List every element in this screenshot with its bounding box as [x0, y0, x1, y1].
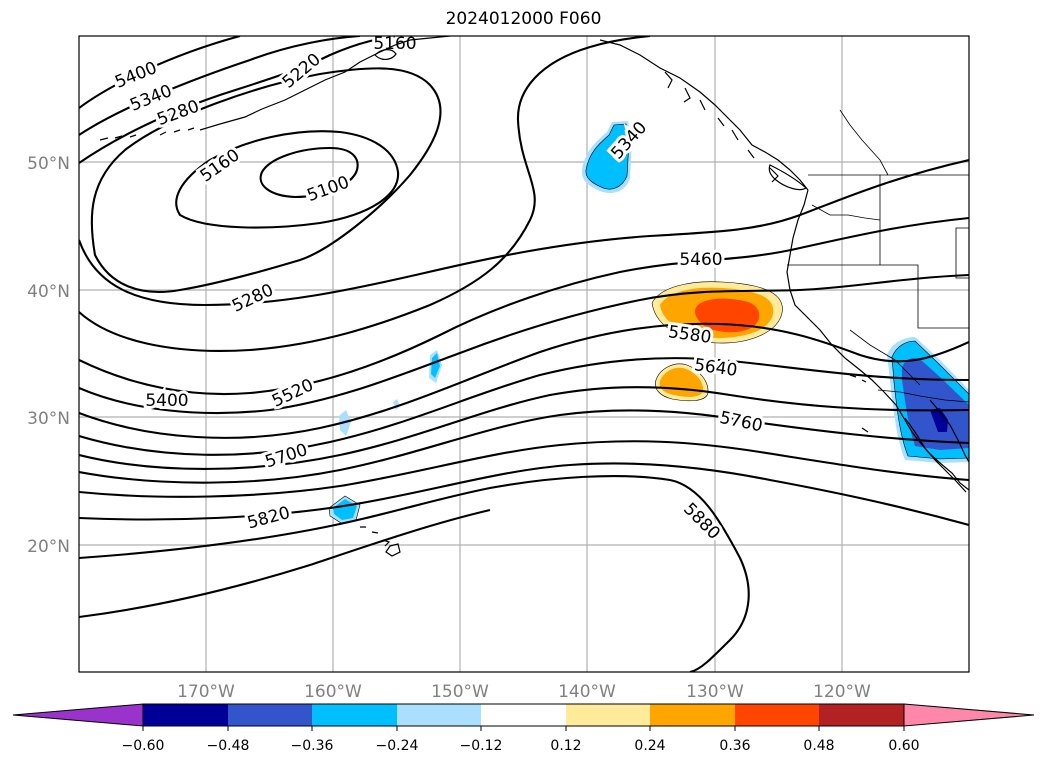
vancouver-island	[768, 164, 807, 191]
coastlines	[99, 36, 969, 557]
colorbar-segment	[566, 704, 650, 726]
lon-label: 160°W	[304, 682, 362, 702]
height-contours	[79, 36, 969, 672]
contour-label: 5460	[679, 250, 722, 270]
colorbar-segment	[397, 704, 481, 726]
lat-label: 50°N	[27, 154, 70, 174]
colorbar-tick-label: 0.48	[803, 738, 834, 754]
latitude-labels: 50°N 40°N 30°N 20°N	[27, 154, 70, 557]
colorbar: −0.60 −0.48 −0.36 −0.24 −0.12 0.12 0.24 …	[12, 703, 1035, 754]
lat-label: 20°N	[27, 537, 70, 557]
colorbar-max-extension	[903, 703, 1035, 727]
contour-label: 5100	[305, 173, 352, 207]
longitude-labels: 170°W 160°W 150°W 140°W 130°W 120°W	[177, 682, 871, 702]
colorbar-tick-label: −0.48	[207, 738, 250, 754]
colorbar-tick-label: −0.12	[460, 738, 503, 754]
colorbar-frame	[142, 703, 905, 727]
lat-label: 40°N	[27, 282, 70, 302]
colorbar-tick-label: −0.24	[376, 738, 419, 754]
colorbar-segment	[650, 704, 735, 726]
lon-label: 140°W	[558, 682, 616, 702]
colorbar-tick-label: −0.60	[122, 738, 165, 754]
shade-socal-core	[930, 408, 948, 432]
contour-label: 5700	[263, 440, 310, 472]
political-borders	[787, 109, 969, 403]
southeast-alaska-coast	[599, 39, 809, 191]
contour-label: 5820	[245, 503, 292, 534]
contour-label: 5220	[279, 50, 325, 93]
shade-small-blue-1-core	[431, 353, 440, 378]
lat-label: 30°N	[27, 409, 70, 429]
shade-socal-mid	[902, 358, 969, 450]
lon-label: 150°W	[431, 682, 489, 702]
map-frame	[78, 35, 970, 673]
shade-gulf-alaska-blue-core	[585, 123, 630, 190]
baja-california	[904, 417, 969, 493]
contour-label: 5880	[679, 499, 724, 544]
colorbar-tick-label: 0.24	[634, 738, 665, 754]
colorbar-segment	[312, 704, 397, 726]
southeast-alaska-islands	[664, 71, 779, 183]
colorbar-tick-label: 0.36	[719, 738, 750, 754]
lon-label: 170°W	[177, 682, 235, 702]
colorbar-tick-label: 0.12	[550, 738, 581, 754]
colorbar-ticks	[142, 726, 905, 731]
map-title: 2024012000 F060	[445, 9, 602, 29]
colorbar-segment	[819, 704, 904, 726]
colorbar-segment	[735, 704, 819, 726]
colorbar-segment	[143, 704, 228, 726]
lon-label: 130°W	[686, 682, 744, 702]
alaska-peninsula-coast	[199, 36, 451, 131]
colorbar-segment	[481, 704, 566, 726]
kodiak-island	[374, 49, 397, 60]
lon-label: 120°W	[813, 682, 871, 702]
graticule	[79, 36, 969, 672]
us-west-coast	[786, 189, 919, 441]
colorbar-min-extension	[12, 703, 144, 727]
colorbar-tick-label: 0.60	[888, 738, 919, 754]
colorbar-tick-label: −0.36	[291, 738, 334, 754]
shade-small-blue-3	[393, 399, 400, 410]
contour-label: 5760	[718, 408, 764, 437]
colorbar-segment	[228, 704, 312, 726]
shaded-anomalies	[328, 121, 969, 524]
contour-label: 5160	[197, 145, 244, 186]
contour-label: 5400	[145, 391, 188, 411]
hawaii-islands	[360, 526, 401, 557]
aleutian-islands	[99, 127, 195, 141]
contour-label: 5280	[229, 280, 277, 316]
channel-islands	[849, 374, 869, 433]
mexico-mainland-coast	[929, 399, 969, 463]
